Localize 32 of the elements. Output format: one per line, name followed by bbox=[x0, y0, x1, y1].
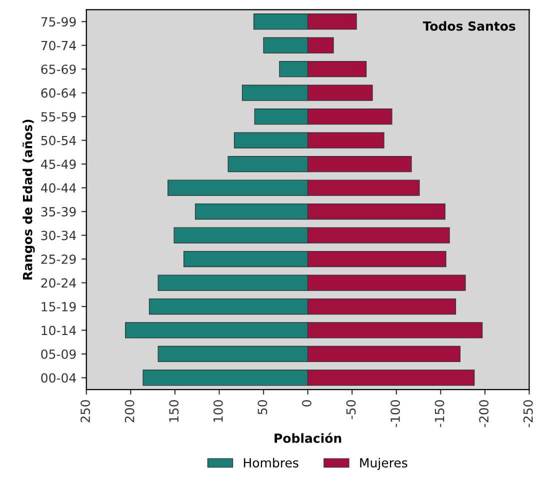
annotation: Todos Santos bbox=[422, 21, 516, 31]
y-tick-label: 35-39 bbox=[41, 207, 76, 216]
y-tick-label: 10-14 bbox=[42, 326, 76, 336]
y-tick-label: 05-09 bbox=[41, 349, 76, 359]
y-tick-label: 20-24 bbox=[41, 278, 76, 288]
y-tick-label: 45-49 bbox=[40, 160, 76, 169]
x-axis-title: Población bbox=[274, 432, 342, 443]
y-tick-label: 15-19 bbox=[42, 302, 76, 312]
legend-label: Mujeres bbox=[360, 458, 408, 470]
x-tick-label: 0 bbox=[302, 400, 312, 406]
y-tick-label: 40-44 bbox=[40, 183, 76, 193]
x-tick-label: -100 bbox=[390, 400, 400, 428]
y-tick-label: 25-29 bbox=[41, 254, 76, 264]
x-tick-label: -50 bbox=[346, 400, 356, 420]
legend-label: Hombres bbox=[244, 458, 298, 468]
y-tick-label: 60-64 bbox=[41, 88, 76, 98]
y-tick-label: 65-69 bbox=[41, 64, 76, 74]
x-tick-label: -150 bbox=[434, 400, 444, 428]
x-tick-label: 50 bbox=[258, 400, 268, 414]
y-axis-title: Rangos de Edad (años) bbox=[22, 120, 35, 280]
x-tick-label: -250 bbox=[523, 400, 533, 428]
y-tick-label: 30-34 bbox=[41, 230, 76, 240]
y-tick-label: 75-99 bbox=[41, 17, 76, 27]
x-tick-label: 100 bbox=[213, 400, 223, 422]
y-tick-label: 55-59 bbox=[41, 112, 76, 122]
x-tick-label: 250 bbox=[80, 400, 90, 422]
y-tick-label: 00-04 bbox=[41, 373, 76, 383]
y-tick-label: 50-54 bbox=[41, 136, 76, 146]
x-tick-label: 150 bbox=[169, 400, 179, 422]
x-tick-label: -200 bbox=[479, 400, 489, 428]
y-tick-label: 70-74 bbox=[41, 40, 76, 50]
x-tick-label: 200 bbox=[124, 400, 134, 422]
